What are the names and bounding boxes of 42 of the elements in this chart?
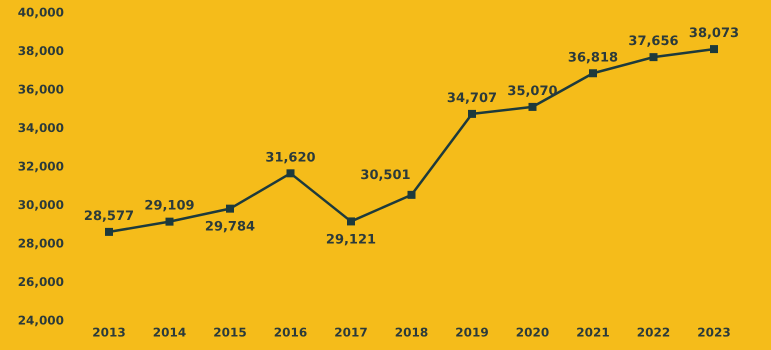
y-tick-label: 28,000 [18, 236, 64, 250]
data-label: 35,070 [507, 84, 558, 99]
x-tick-label: 2021 [576, 326, 610, 340]
x-tick-label: 2018 [394, 326, 428, 340]
x-tick-label: 2022 [636, 326, 670, 340]
y-tick-label: 38,000 [18, 44, 64, 58]
data-label: 29,109 [144, 198, 195, 214]
y-tick-label: 32,000 [18, 159, 64, 174]
point [589, 69, 597, 78]
x-tick-label: 2017 [334, 326, 368, 340]
point [226, 204, 234, 213]
x-tick-label: 2013 [92, 326, 126, 340]
data-label: 38,073 [688, 26, 740, 42]
data-label: 28,577 [84, 208, 134, 224]
point [528, 102, 536, 111]
data-label: 29,784 [204, 220, 256, 235]
y-tick-label: 34,000 [18, 120, 64, 135]
y-tick-label: 36,000 [18, 82, 64, 96]
point [347, 217, 355, 226]
x-tick-label: 2020 [516, 326, 550, 340]
y-tick-label: 26,000 [18, 274, 64, 289]
x-tick-label: 2016 [274, 326, 308, 340]
point [710, 45, 718, 54]
x-tick-label: 2019 [455, 326, 489, 340]
y-tick-label: 30,000 [18, 198, 64, 212]
point [650, 53, 658, 62]
x-tick-label: 2023 [697, 326, 731, 340]
data-label: 30,501 [360, 168, 411, 183]
y-tick-label: 24,000 [18, 313, 64, 328]
data-label: 36,818 [568, 50, 618, 66]
point [105, 228, 113, 236]
data-label: 37,656 [628, 34, 679, 50]
data-label: 29,121 [326, 232, 376, 248]
y-tick-label: 40,000 [18, 5, 64, 20]
point [408, 190, 416, 199]
data-label: 34,707 [446, 90, 498, 106]
point [166, 218, 174, 226]
point [286, 169, 294, 178]
point [468, 110, 476, 118]
x-tick-label: 2015 [213, 326, 247, 340]
data-label: 31,620 [265, 150, 316, 166]
x-tick-label: 2014 [152, 326, 186, 340]
